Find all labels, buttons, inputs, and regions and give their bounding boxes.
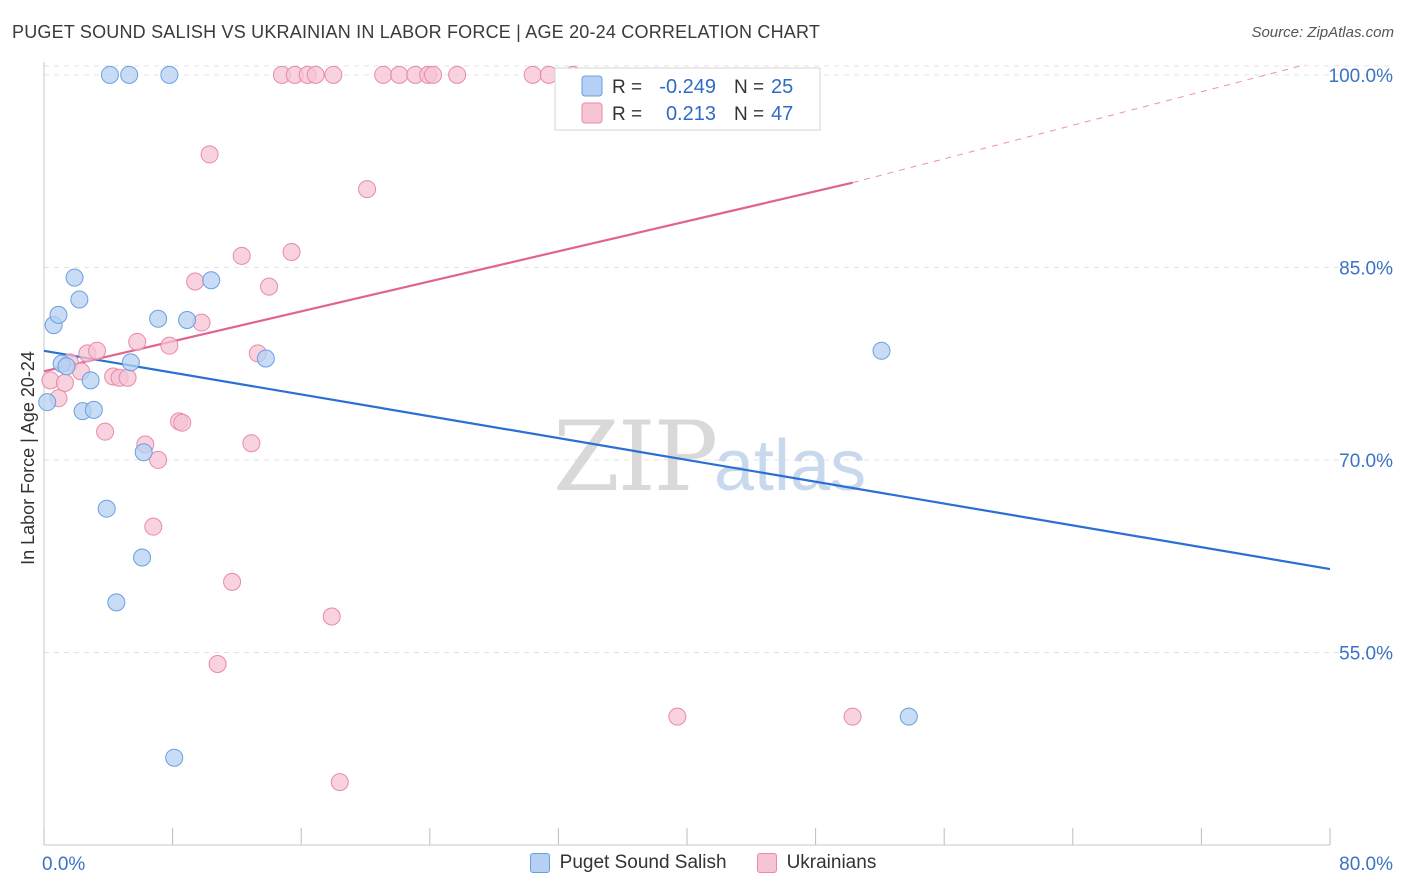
point-puget-21 [202,271,221,290]
point-ukrainians-36 [374,65,393,84]
point-puget-10 [97,499,116,518]
point-puget-22 [256,349,275,368]
axes [43,62,1331,846]
point-puget-15 [133,548,152,567]
point-ukrainians-42 [523,65,542,84]
y-tick-label-3: 100.0% [1329,66,1394,87]
point-puget-19 [165,748,184,767]
source-label: Source: ZipAtlas.com [1251,24,1394,41]
point-ukrainians-32 [322,607,341,626]
point-puget-18 [160,65,179,84]
point-ukrainians-2 [55,373,74,392]
point-puget-14 [121,353,140,372]
legend-swatch-ukrainians [581,102,603,124]
point-ukrainians-18 [186,272,205,291]
point-ukrainians-24 [242,434,261,453]
point-puget-4 [57,357,76,376]
legend-label-puget: Puget Sound Salish [559,852,727,873]
chart-title: PUGET SOUND SALISH VS UKRAINIAN IN LABOR… [12,22,821,42]
point-ukrainians-33 [324,65,343,84]
point-ukrainians-31 [306,65,325,84]
point-ukrainians-13 [144,517,163,536]
grid-lines [44,65,1394,653]
y-tick-label-1: 70.0% [1339,451,1393,472]
point-puget-0 [38,393,57,412]
point-ukrainians-7 [96,422,115,441]
legend-r-value-ukrainians: 0.213 [666,103,716,125]
point-ukrainians-14 [149,450,168,469]
point-puget-20 [178,311,197,330]
point-ukrainians-34 [330,773,349,792]
point-puget-17 [149,309,168,328]
point-ukrainians-45 [668,707,687,726]
legend-swatch-icon-puget [529,853,550,873]
point-ukrainians-23 [232,246,251,265]
legend-n-label-puget: N = [734,77,764,98]
trend-lines [43,64,1331,571]
watermark-zip: ZIP [553,401,716,513]
series-legend: Puget Sound Salish Ukrainians [0,852,1406,874]
point-ukrainians-46 [843,707,862,726]
point-ukrainians-41 [448,65,467,84]
point-puget-23 [872,341,891,360]
point-ukrainians-40 [424,65,443,84]
point-puget-2 [49,305,68,324]
legend-r-label-ukrainians: R = [612,104,642,125]
legend-n-label-ukrainians: N = [734,104,764,125]
legend-swatch-icon-ukrainians [756,853,777,873]
legend-item-puget: Puget Sound Salish [529,852,727,874]
point-ukrainians-37 [390,65,409,84]
legend-r-value-puget: -0.249 [659,76,716,98]
data-points [38,65,918,792]
y-tick-labels: 55.0% 70.0% 85.0% 100.0% [1329,66,1394,665]
legend-n-value-puget: 25 [771,76,793,98]
y-axis-label: In Labor Force | Age 20-24 [18,351,38,565]
trend-line-1 [43,181,853,373]
y-tick-label-0: 55.0% [1339,643,1393,664]
stats-legend: R = -0.249 N = 25 R = 0.213 N = 47 [554,67,821,131]
point-puget-16 [134,443,153,462]
point-ukrainians-17 [173,413,192,432]
legend-item-ukrainians: Ukrainians [756,852,877,874]
trend-line-0 [43,349,1331,571]
point-ukrainians-6 [88,341,107,360]
x-tick-label-min: 0.0% [42,854,85,875]
point-ukrainians-10 [118,368,137,387]
point-puget-12 [107,593,126,612]
point-ukrainians-22 [223,572,242,591]
point-puget-24 [899,707,918,726]
point-ukrainians-26 [260,277,279,296]
legend-swatch-puget [581,75,603,97]
legend-n-value-ukrainians: 47 [771,103,793,125]
watermark: ZIP atlas [553,401,866,513]
y-tick-label-2: 85.0% [1339,258,1393,279]
watermark-atlas: atlas [714,426,866,506]
legend-r-label-puget: R = [612,77,642,98]
point-puget-11 [100,65,119,84]
point-ukrainians-21 [208,655,227,674]
point-puget-8 [81,371,100,390]
point-puget-5 [65,268,84,287]
point-ukrainians-11 [128,332,147,351]
point-ukrainians-28 [282,242,301,261]
point-puget-6 [70,290,89,309]
point-ukrainians-15 [160,336,179,355]
point-puget-13 [120,65,139,84]
point-puget-9 [84,400,103,419]
x-tick-label-max: 80.0% [1339,854,1393,875]
point-ukrainians-20 [200,145,219,164]
legend-label-ukrainians: Ukrainians [786,852,877,873]
point-ukrainians-35 [358,180,377,199]
trend-line-extension-1 [852,64,1307,184]
